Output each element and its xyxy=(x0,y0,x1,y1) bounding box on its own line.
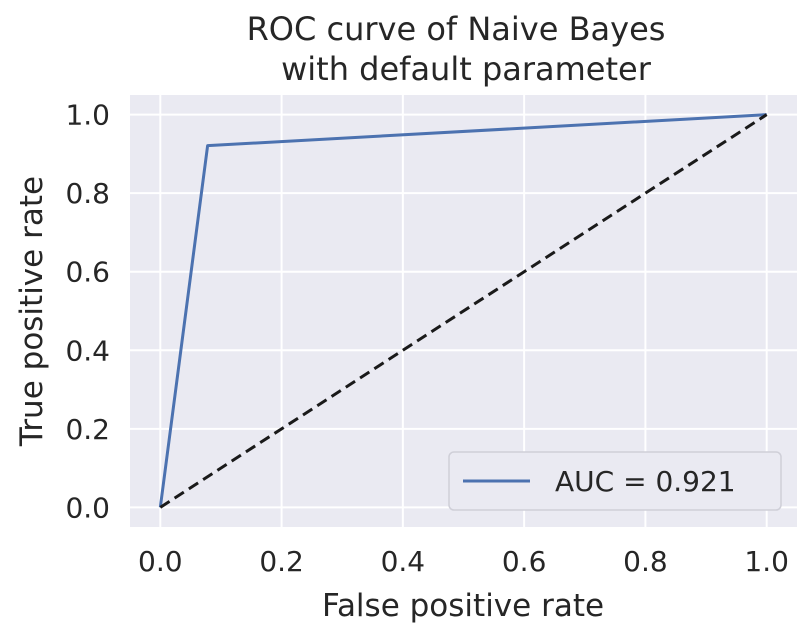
x-tick-label: 0.4 xyxy=(381,545,426,578)
chart-title-line-2: with default parameter xyxy=(281,50,652,88)
x-tick-label: 0.2 xyxy=(259,545,304,578)
chance-diagonal-line xyxy=(159,113,768,509)
chart-title-line-1: ROC curve of Naive Bayes xyxy=(247,10,666,48)
legend-box xyxy=(448,451,782,511)
x-tick-label: 0.6 xyxy=(502,545,547,578)
y-tick-label: 0.8 xyxy=(65,177,110,210)
y-tick-label: 0.0 xyxy=(65,491,110,524)
legend: AUC = 0.921 xyxy=(448,451,782,511)
grid xyxy=(130,95,797,527)
x-tick-label: 1.0 xyxy=(744,545,789,578)
x-axis-label: False positive rate xyxy=(322,588,604,624)
y-axis-label: True positive rate xyxy=(14,176,50,447)
x-tick-label: 0.8 xyxy=(623,545,668,578)
series-layer xyxy=(158,113,768,509)
tick-labels: 0.0 0.2 0.4 0.6 0.8 1.0 0.0 0.2 0.4 0.6 0.8 1.0 xyxy=(65,99,788,578)
y-tick-label: 0.6 xyxy=(65,256,110,289)
y-tick-label: 1.0 xyxy=(65,99,110,132)
y-tick-label: 0.2 xyxy=(65,413,110,446)
roc-curve-line xyxy=(158,113,767,508)
x-tick-label: 0.0 xyxy=(138,545,183,578)
y-tick-label: 0.4 xyxy=(65,334,110,367)
legend-label-roc: AUC = 0.921 xyxy=(555,465,736,498)
